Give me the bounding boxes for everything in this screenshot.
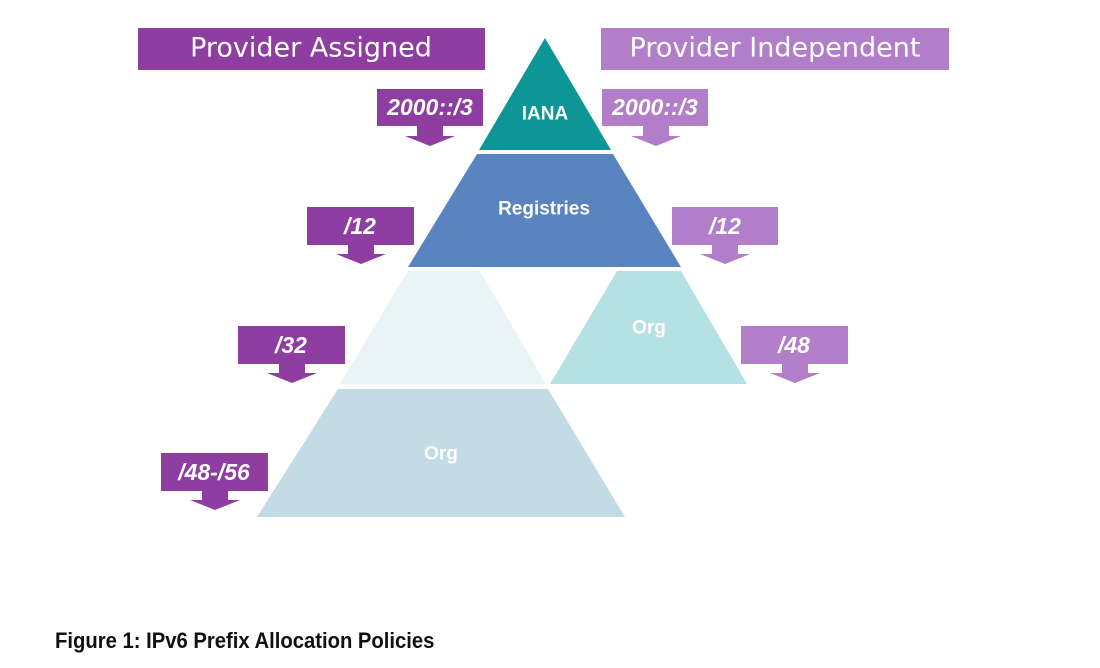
pi-org-prefix-label: /48 [777, 332, 810, 358]
pi-registry-prefix-label: /12 [708, 213, 741, 239]
pi-top-prefix-label: 2000::/3 [611, 94, 698, 120]
pi-org-tier [550, 271, 747, 384]
pa-lir-prefix: /32 [238, 326, 345, 383]
pa-org-label: Org [424, 444, 458, 465]
down-arrow-icon [770, 364, 820, 383]
provider-assigned-label: Provider Assigned [190, 33, 432, 64]
pa-org-prefix: /48-/56 [161, 453, 268, 510]
pi-registry-prefix: /12 [672, 207, 778, 264]
provider-independent-label: Provider Independent [630, 33, 921, 64]
down-arrow-icon [190, 491, 240, 510]
registries-label: Registries [498, 199, 590, 220]
pa-registry-prefix: /12 [307, 207, 414, 264]
down-arrow-icon [267, 364, 317, 383]
pa-top-prefix: 2000::/3 [377, 89, 483, 146]
down-arrow-icon [336, 245, 386, 264]
pa-lir-prefix-label: /32 [274, 332, 307, 358]
registries-tier [408, 154, 681, 267]
pa-top-prefix-label: 2000::/3 [386, 94, 473, 120]
figure-caption: Figure 1: IPv6 Prefix Allocation Policie… [55, 628, 435, 653]
pi-org-prefix: /48 [741, 326, 848, 383]
iana-tier [479, 38, 611, 150]
down-arrow-icon [405, 126, 455, 146]
ipv6-allocation-diagram: IANA Registries Org Org Provider Assigne… [138, 28, 949, 517]
pi-top-prefix: 2000::/3 [602, 89, 708, 146]
lir-tier [340, 271, 546, 384]
down-arrow-icon [631, 126, 681, 146]
pa-org-tier [257, 389, 625, 517]
iana-label: IANA [522, 104, 569, 125]
down-arrow-icon [700, 245, 750, 264]
provider-independent-banner [601, 28, 949, 70]
provider-assigned-banner [138, 28, 485, 70]
pi-org-label: Org [632, 318, 666, 339]
pa-registry-prefix-label: /12 [343, 213, 376, 239]
pa-org-prefix-label: /48-/56 [177, 459, 250, 485]
